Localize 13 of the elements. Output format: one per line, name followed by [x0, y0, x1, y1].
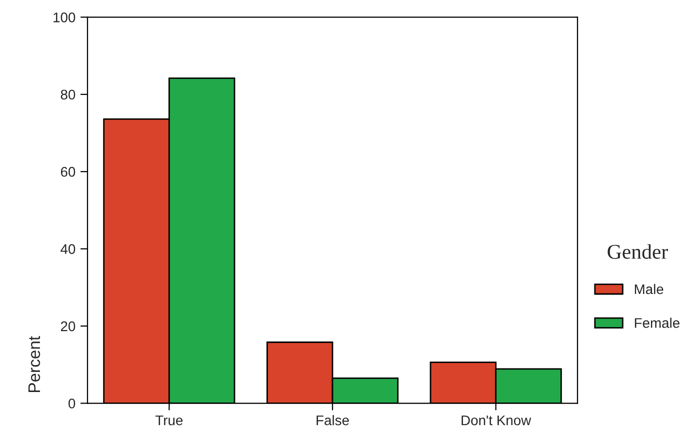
y-tick-label: 20	[60, 321, 76, 332]
y-tick-label: 0	[68, 398, 76, 408]
legend-title: Gender	[608, 244, 668, 259]
x-tick-label: False	[316, 415, 349, 426]
y-tick-label: 80	[60, 90, 76, 100]
legend-label: Male	[634, 284, 664, 294]
y-tick-label: 100	[54, 12, 76, 22]
legend-label: Female	[634, 318, 680, 328]
y-axis-title: Percent	[28, 336, 40, 392]
y-tick-label: 40	[60, 244, 76, 254]
x-tick-label: True	[155, 416, 183, 426]
x-tick-label: Don't Know	[462, 416, 532, 426]
y-tick-label: 60	[60, 166, 76, 177]
